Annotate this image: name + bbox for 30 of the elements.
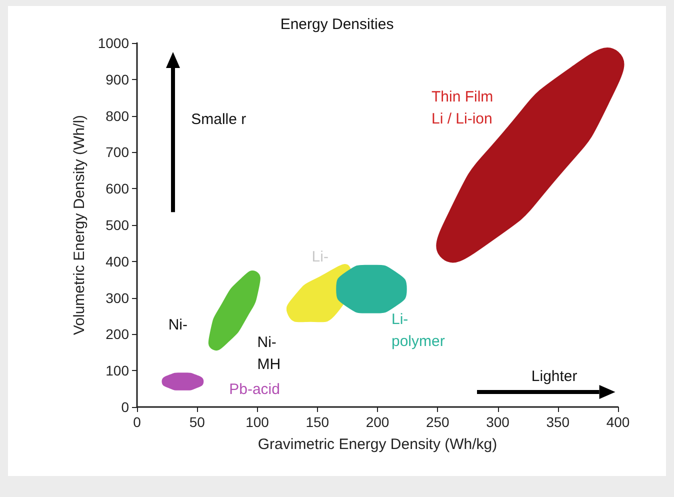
y-tick-label: 100 <box>106 362 130 379</box>
x-tick-label: 200 <box>366 414 390 430</box>
x-tick-label: 100 <box>246 414 270 430</box>
y-tick-label: 300 <box>106 290 130 306</box>
x-tick-label: 150 <box>306 414 330 430</box>
y-tick-label: 800 <box>106 108 130 124</box>
y-tick-label: 0 <box>121 399 130 415</box>
y-tick-label: 400 <box>106 253 130 270</box>
x-tick-label: 300 <box>486 414 510 430</box>
y-tick-label: 1000 <box>98 35 130 51</box>
y-tick-label: 700 <box>106 144 130 160</box>
annotation: Ni- MH <box>257 333 282 376</box>
series-label: Pb-acid <box>229 381 280 398</box>
x-tick-label: 0 <box>133 414 142 430</box>
chart-title: Energy Densities <box>280 16 394 33</box>
series-label: Li-polymer <box>391 311 445 350</box>
y-tick-label: 200 <box>106 326 130 342</box>
y-tick-label: 500 <box>106 217 130 233</box>
series-label: Ni- <box>168 316 188 334</box>
x-axis-title: Gravimetric Energy Density (Wh/kg) <box>258 436 498 453</box>
x-tick-label: 50 <box>189 414 206 430</box>
x-tick-label: 350 <box>546 414 570 430</box>
y-tick-label: 600 <box>106 180 130 197</box>
annotation: Lighter <box>531 367 578 388</box>
y-axis-title: Volumetric Energy Density (Wh/l) <box>70 114 88 336</box>
series-label: Thin Film Li / Li-ion <box>432 88 494 128</box>
annotation: Smalle r <box>191 110 248 130</box>
x-tick-label: 250 <box>426 414 450 430</box>
x-tick-label: 400 <box>606 414 630 430</box>
y-tick-label: 900 <box>106 71 130 88</box>
